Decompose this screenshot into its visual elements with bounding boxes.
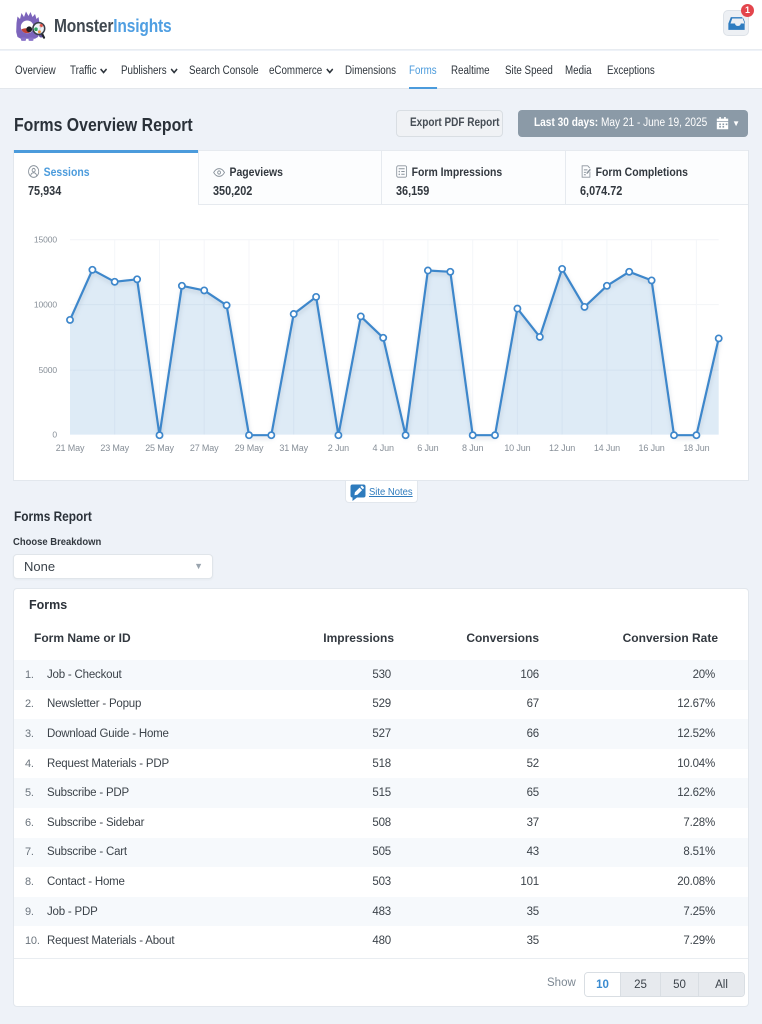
svg-text:16 Jun: 16 Jun <box>639 443 665 453</box>
svg-text:21 May: 21 May <box>56 443 85 453</box>
svg-text:10 Jun: 10 Jun <box>504 443 530 453</box>
svg-text:12 Jun: 12 Jun <box>549 443 575 453</box>
svg-text:25 May: 25 May <box>145 443 174 453</box>
svg-text:23 May: 23 May <box>100 443 129 453</box>
svg-text:15000: 15000 <box>34 234 58 244</box>
svg-text:4 Jun: 4 Jun <box>373 443 394 453</box>
svg-text:31 May: 31 May <box>279 443 308 453</box>
svg-text:10000: 10000 <box>34 299 58 309</box>
svg-text:18 Jun: 18 Jun <box>683 443 709 453</box>
svg-text:5000: 5000 <box>38 365 57 375</box>
svg-text:27 May: 27 May <box>190 443 219 453</box>
svg-text:0: 0 <box>52 429 57 439</box>
svg-text:2 Jun: 2 Jun <box>328 443 349 453</box>
svg-text:8 Jun: 8 Jun <box>462 443 483 453</box>
svg-text:29 May: 29 May <box>235 443 264 453</box>
svg-text:6 Jun: 6 Jun <box>417 443 438 453</box>
svg-text:14 Jun: 14 Jun <box>594 443 620 453</box>
